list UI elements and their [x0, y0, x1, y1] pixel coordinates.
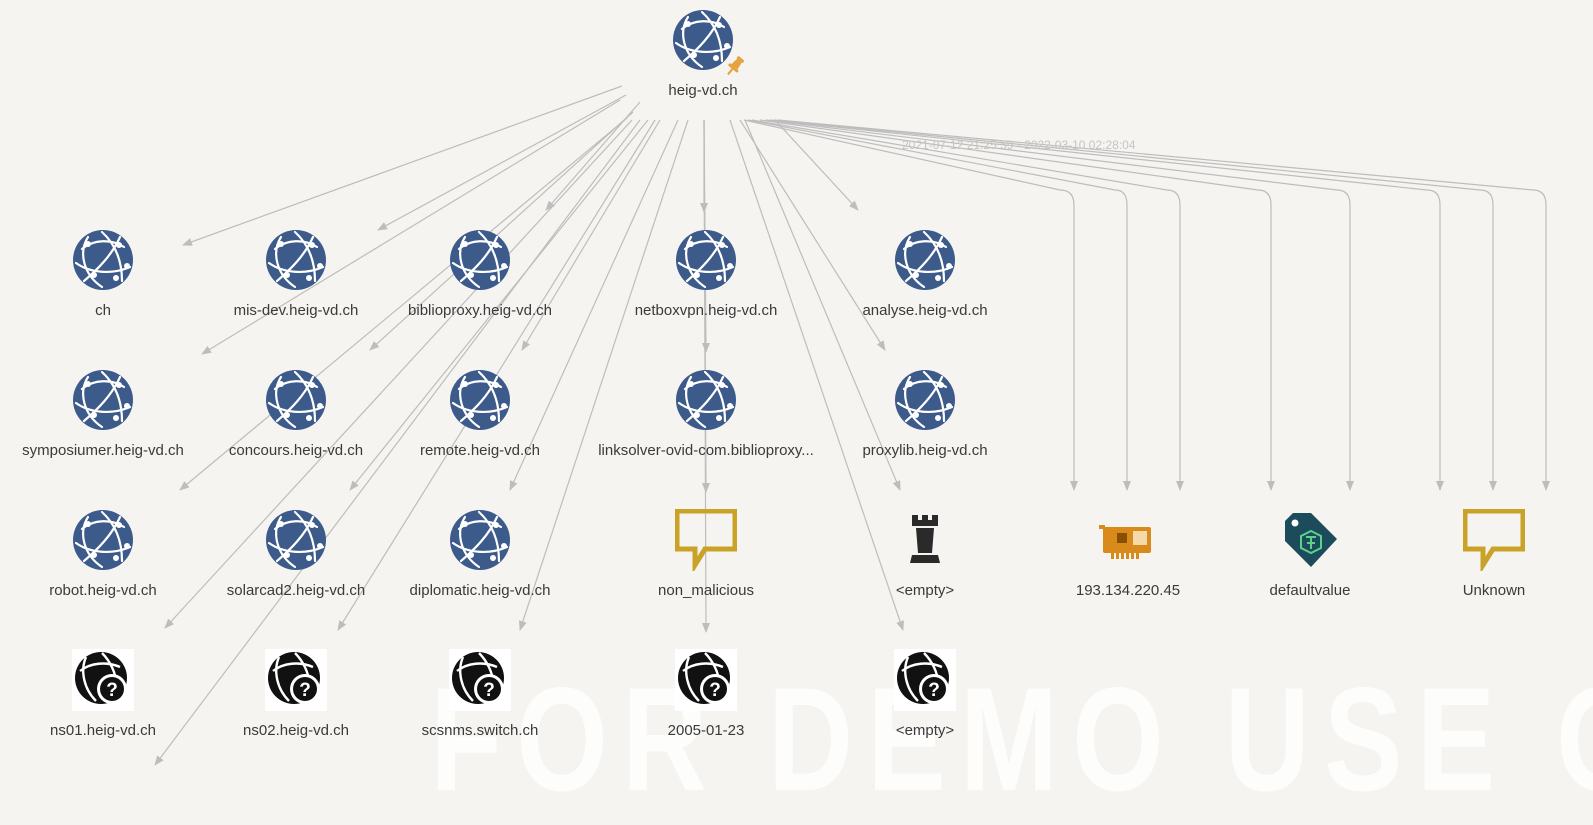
chess-rook-icon[interactable]: [894, 509, 956, 571]
edge-arrow: [744, 119, 901, 491]
unknown-globe-icon[interactable]: ?: [449, 649, 511, 711]
globe-icon[interactable]: [265, 229, 327, 291]
node-label: remote.heig-vd.ch: [419, 442, 541, 459]
node-label: biblioproxy.heig-vd.ch: [408, 302, 552, 319]
node-label: ch: [95, 302, 111, 319]
globe-icon[interactable]: [449, 369, 511, 431]
globe-icon[interactable]: [675, 229, 737, 291]
unknown-globe-icon[interactable]: ?: [265, 649, 327, 711]
edge-arrow: [759, 119, 1275, 491]
node-label: linksolver-ovid-com.biblioproxy...: [598, 442, 814, 459]
edge-arrow: [164, 119, 633, 629]
node-label: defaultvalue: [1269, 582, 1351, 599]
edge-arrow: [521, 119, 661, 351]
globe-icon[interactable]: [675, 369, 737, 431]
tag-icon[interactable]: [1279, 509, 1341, 571]
node-label: solarcad2.heig-vd.ch: [226, 582, 366, 599]
node-label: scsnms.switch.ch: [421, 722, 539, 739]
edge-timestamp: 2021-07-12 21:25:59 - 2022-03-10 02:28:0…: [902, 138, 1136, 152]
svg-text:?: ?: [299, 680, 311, 701]
comment-icon[interactable]: [1462, 508, 1526, 574]
node-label: <empty>: [895, 582, 955, 599]
globe-icon[interactable]: [449, 509, 511, 571]
edge-arrow: [201, 99, 621, 355]
edge-arrow: [729, 119, 904, 631]
node-label: non_malicious: [658, 582, 754, 599]
svg-text:?: ?: [483, 680, 495, 701]
svg-text:?: ?: [106, 680, 118, 701]
comment-icon[interactable]: [674, 508, 738, 574]
globe-icon[interactable]: [265, 369, 327, 431]
pin-icon: [723, 54, 747, 83]
edge-arrow: [747, 119, 1131, 491]
edge-arrow: [377, 94, 627, 231]
node-label: ns02.heig-vd.ch: [243, 722, 349, 739]
edge-arrow: [182, 85, 623, 246]
globe-icon[interactable]: [72, 229, 134, 291]
edge-arrow: [751, 119, 1184, 491]
network-card-icon[interactable]: [1097, 509, 1159, 571]
node-label: <empty>: [895, 722, 955, 739]
globe-icon[interactable]: [894, 369, 956, 431]
node-label: mis-dev.heig-vd.ch: [233, 302, 359, 319]
node-label: robot.heig-vd.ch: [49, 582, 157, 599]
edge-arrow: [179, 117, 628, 491]
unknown-globe-icon[interactable]: ?: [675, 649, 737, 711]
edge-arrow: [349, 119, 649, 491]
node-label: analyse.heig-vd.ch: [862, 302, 988, 319]
svg-text:?: ?: [709, 680, 721, 701]
unknown-globe-icon[interactable]: ?: [894, 649, 956, 711]
node-label: diplomatic.heig-vd.ch: [409, 582, 551, 599]
edge-arrow: [369, 111, 634, 351]
graph-canvas: [154, 85, 1550, 766]
node-label: 193.134.220.45: [1075, 582, 1181, 599]
edge-arrow: [774, 119, 859, 211]
node-label: Unknown: [1462, 582, 1526, 599]
globe-icon[interactable]: [672, 9, 734, 71]
edge-arrow: [777, 119, 1550, 491]
globe-icon[interactable]: [449, 229, 511, 291]
unknown-globe-icon[interactable]: ?: [72, 649, 134, 711]
node-label: netboxvpn.heig-vd.ch: [634, 302, 778, 319]
node-label: heig-vd.ch: [668, 82, 738, 99]
node-label: proxylib.heig-vd.ch: [862, 442, 988, 459]
edge-arrow: [765, 119, 1354, 491]
globe-icon[interactable]: [72, 369, 134, 431]
edge-arrow: [739, 119, 886, 351]
edge-arrow: [519, 119, 689, 631]
globe-icon[interactable]: [894, 229, 956, 291]
svg-text:?: ?: [928, 680, 940, 701]
node-label: concours.heig-vd.ch: [228, 442, 364, 459]
node-label: ns01.heig-vd.ch: [50, 722, 156, 739]
node-label: symposiumer.heig-vd.ch: [22, 442, 184, 459]
edge-arrow: [154, 119, 641, 766]
edge-arrow: [769, 119, 1444, 491]
globe-icon[interactable]: [265, 509, 327, 571]
edges: [154, 85, 1550, 766]
edge-arrow: [773, 119, 1497, 491]
edge-arrow: [743, 119, 1078, 491]
node-label: 2005-01-23: [667, 722, 745, 739]
edge-arrow: [509, 119, 679, 491]
globe-icon[interactable]: [72, 509, 134, 571]
